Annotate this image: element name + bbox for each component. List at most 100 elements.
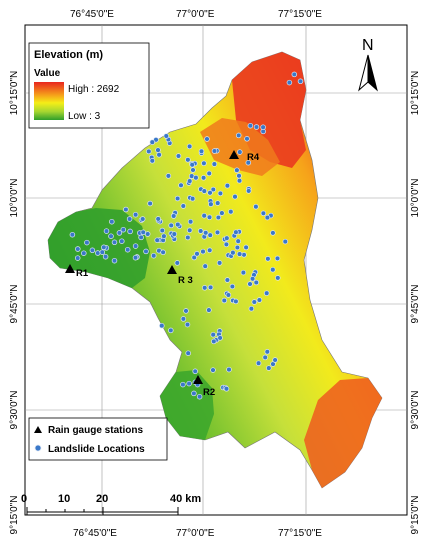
landslide-point (244, 136, 250, 142)
landslide-point (274, 255, 281, 262)
legend-landslide-label: Landslide Locations (48, 444, 145, 455)
landslide-point (291, 71, 298, 78)
landslide-point (232, 193, 238, 200)
landslide-point (263, 290, 270, 296)
landslide-point (211, 161, 218, 167)
landslide-point (191, 254, 197, 261)
landslide-point (206, 307, 212, 313)
legend-landslide-icon (34, 444, 42, 452)
landslide-point (210, 331, 216, 338)
landslide-point (161, 233, 167, 239)
landslide-point (191, 390, 197, 397)
landslide-point (260, 124, 266, 130)
landslide-point (74, 255, 81, 261)
landslide-point (201, 285, 208, 291)
elevation-ramp (34, 82, 64, 120)
map-frame (24, 24, 408, 516)
landslide-point (163, 133, 170, 139)
landslide-point (192, 368, 198, 375)
landslide-point (111, 257, 118, 264)
landslide-point (149, 139, 156, 145)
landslide-point (224, 277, 231, 283)
bottom-coordinate-labels: 76°45'0"E 77°0'0"E 77°15'0"E (73, 528, 322, 539)
landslide-point (234, 244, 241, 251)
right-tick-0: 10°15'0"N (410, 71, 421, 116)
landslide-point (243, 244, 249, 251)
landslide-point (253, 203, 259, 210)
landslide-point (184, 321, 191, 328)
legend-low-label: Low : 3 (68, 111, 101, 122)
landslide-point (75, 246, 81, 252)
landslide-point (198, 148, 205, 155)
landslide-point (206, 214, 213, 221)
landslide-point (150, 252, 157, 259)
landslide-point (248, 305, 255, 312)
landslide-point (266, 365, 272, 371)
landslide-point (187, 218, 194, 225)
top-tick-0: 76°45'0"E (70, 9, 114, 20)
landslide-point (174, 195, 181, 202)
landslide-point (224, 182, 231, 189)
landslide-point (202, 230, 209, 236)
landslide-point (102, 253, 109, 260)
legend-value-label: Value (34, 68, 61, 79)
landslide-point (155, 216, 161, 222)
landslide-point (228, 208, 234, 215)
landslide-point (194, 251, 200, 257)
landslide-point (235, 238, 241, 244)
landslide-point (185, 350, 191, 356)
landslide-point (234, 167, 240, 173)
landslide-point (175, 221, 181, 228)
scale-label-40: 40 km (170, 493, 201, 505)
landslide-point (247, 122, 254, 129)
landslide-point (206, 170, 212, 177)
legend-title: Elevation (m) (34, 49, 103, 61)
landslide-point (265, 256, 271, 262)
scale-label-10: 10 (58, 493, 70, 505)
landslide-point (200, 248, 206, 255)
landslide-point (247, 281, 253, 287)
station-marker-r1 (65, 264, 75, 273)
landslide-point (185, 157, 191, 163)
landslide-point (103, 228, 110, 234)
landslide-point (225, 292, 232, 298)
landslide-point (99, 249, 106, 255)
landslide-point (260, 210, 267, 217)
landslide-point (132, 243, 139, 249)
landslide-point (174, 260, 181, 266)
landslide-point (180, 381, 186, 388)
landslide-point (240, 269, 247, 276)
left-tick-3: 9°30'0"N (9, 391, 20, 430)
landslide-point (208, 201, 214, 207)
landslide-point (207, 284, 214, 291)
landslide-point (149, 158, 156, 164)
landslide-point (217, 335, 223, 341)
landslide-point (196, 393, 203, 400)
landslide-point (236, 173, 242, 179)
landslide-point (189, 162, 195, 168)
landslide-point (253, 124, 260, 130)
landslide-point (236, 177, 243, 184)
landslide-point (140, 229, 146, 236)
landslide-point (202, 263, 208, 269)
landslide-point (126, 216, 133, 222)
landslide-point (224, 235, 230, 241)
top-tick-2: 77°15'0"E (278, 9, 322, 20)
left-coordinate-labels: 10°15'0"N 10°0'0"N 9°45'0"N 9°30'0"N 9°1… (9, 71, 20, 535)
landslide-point (111, 239, 118, 246)
landslide-point (211, 148, 218, 154)
landslide-point (270, 230, 276, 236)
landslide-point (210, 186, 217, 193)
landslide-point (204, 136, 210, 142)
landslide-point (185, 234, 191, 241)
landslide-point (156, 152, 162, 158)
landslide-point (217, 190, 224, 197)
legend-rain-gauge-label: Rain gauge stations (48, 425, 143, 436)
landslide-point (144, 231, 151, 237)
landslide-point (223, 386, 230, 392)
landslide-point (264, 214, 271, 221)
landslide-point (214, 229, 221, 236)
landslide-point (216, 260, 223, 266)
station-label-r3: R 3 (178, 275, 193, 286)
